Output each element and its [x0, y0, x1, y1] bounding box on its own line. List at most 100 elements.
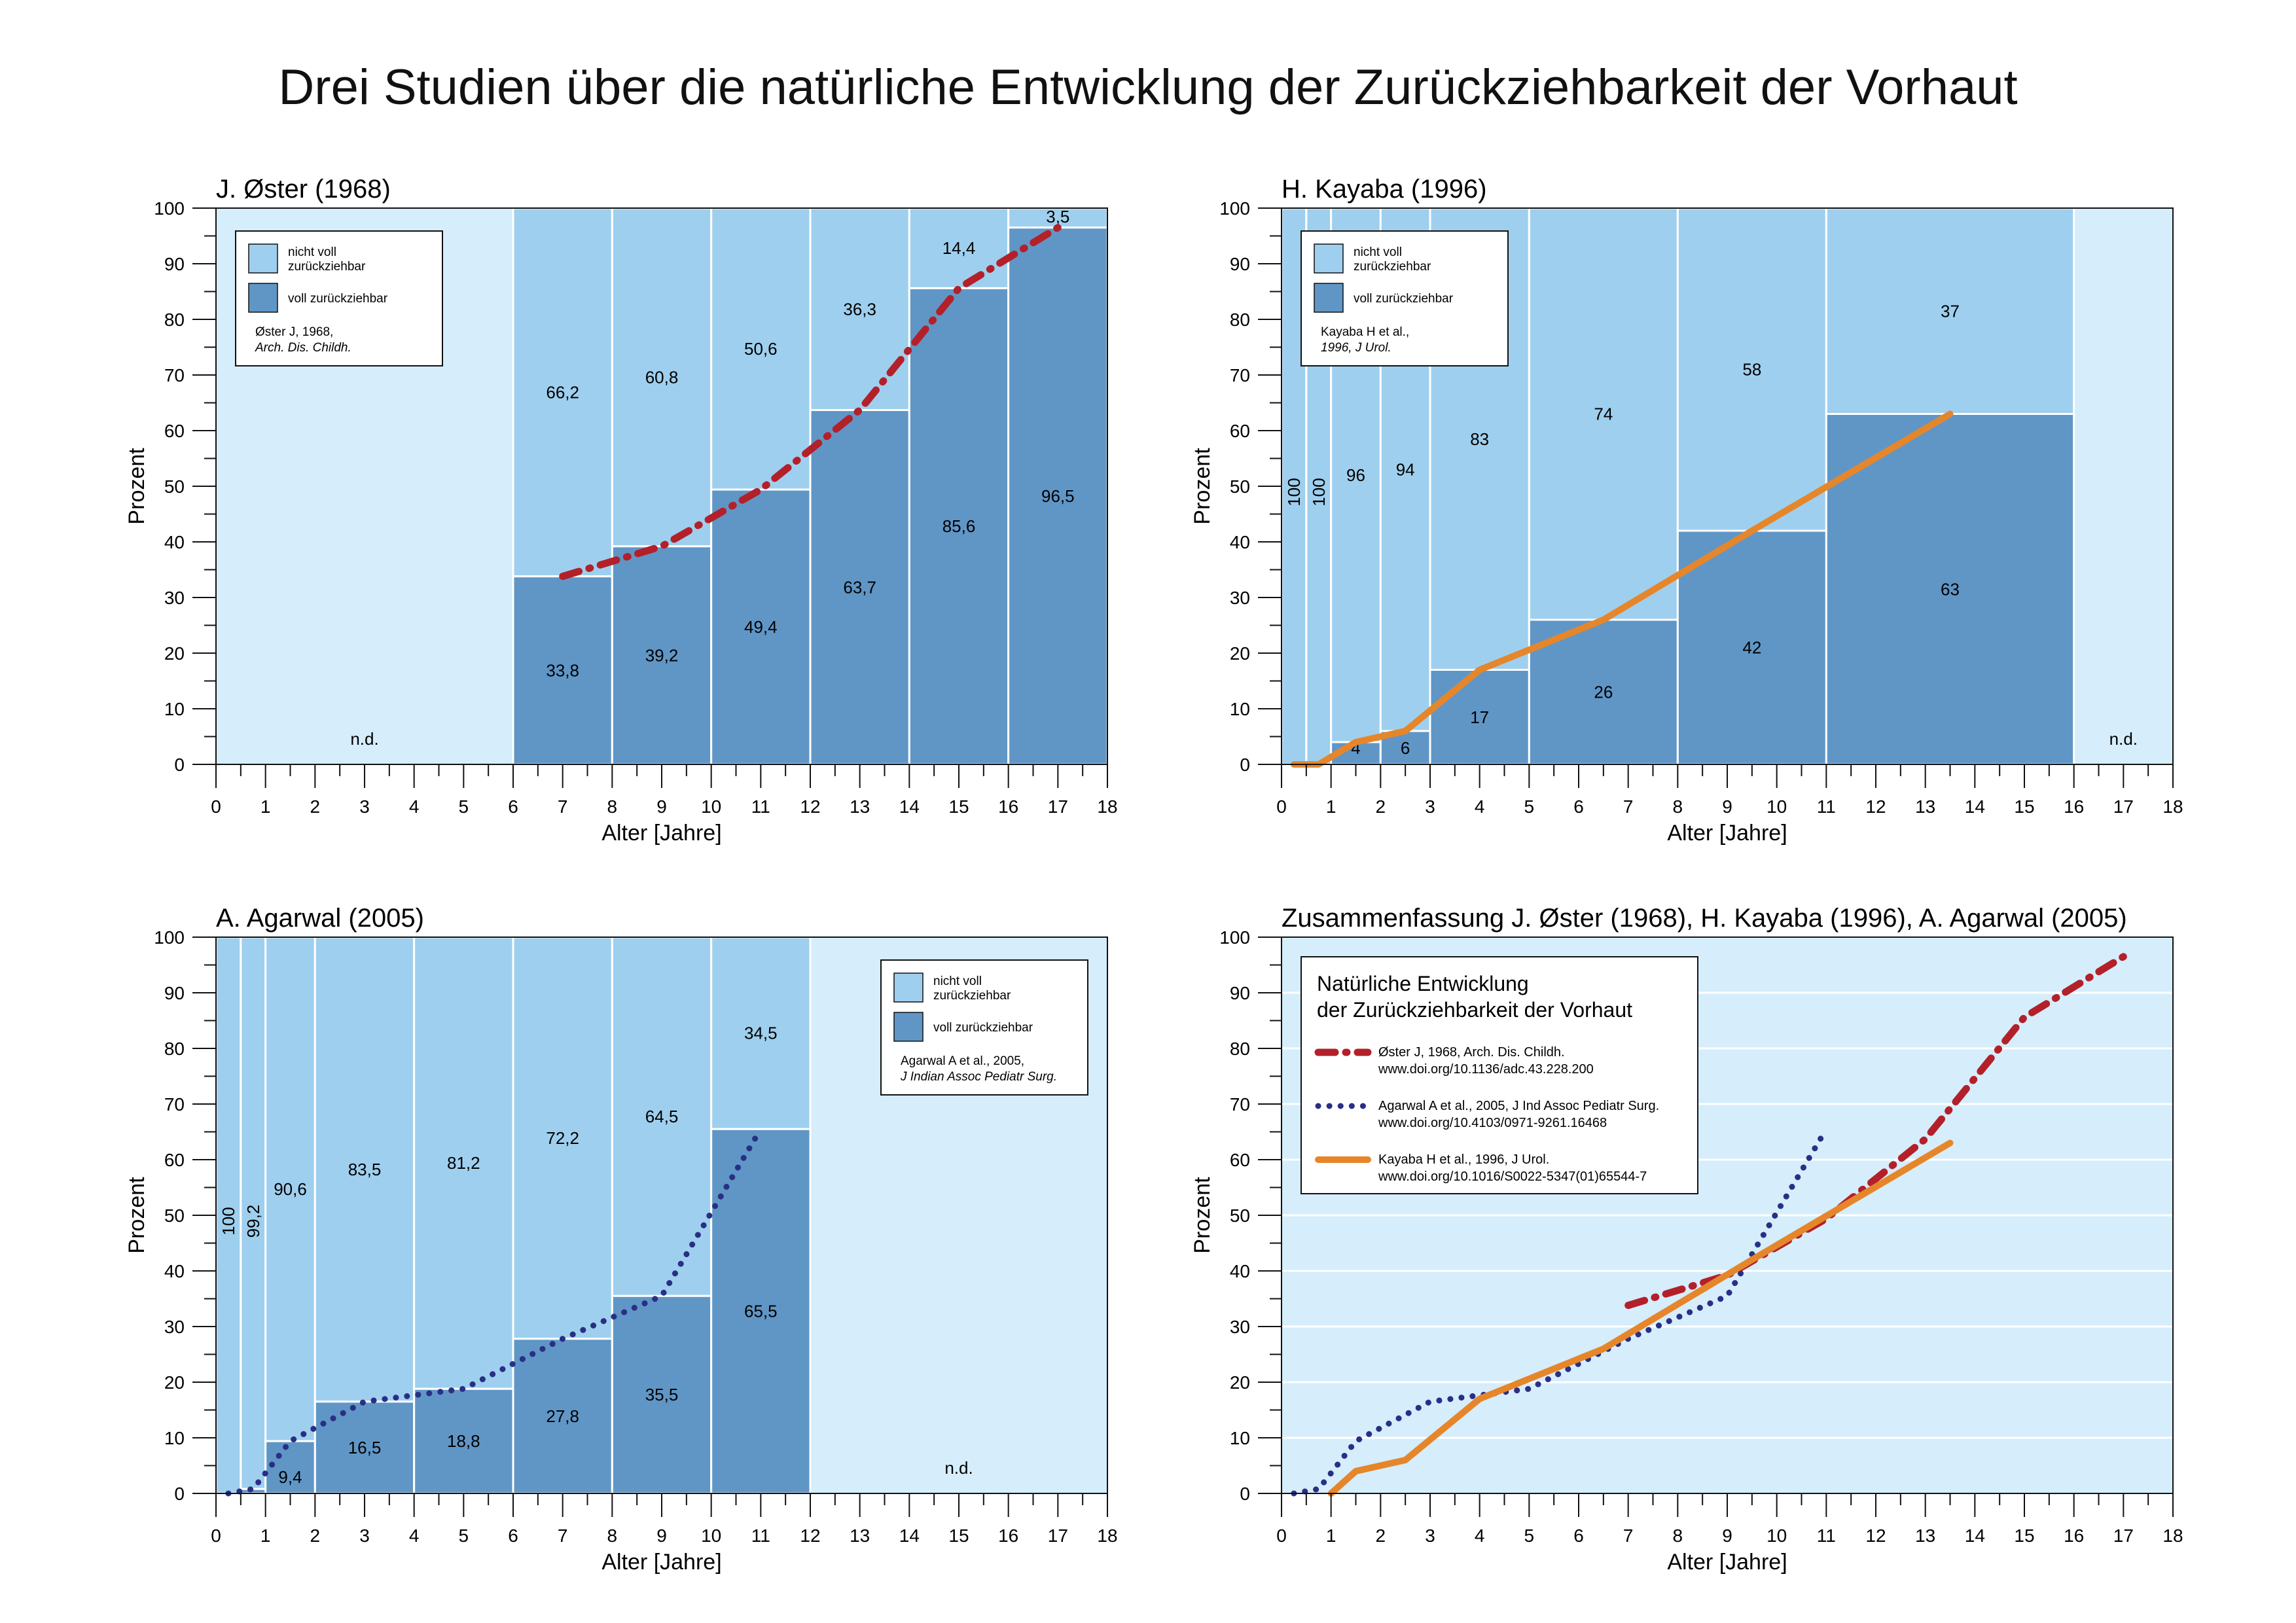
bar-label-retractable: 39,2 [645, 645, 679, 665]
x-tick-label: 18 [2162, 1525, 2183, 1546]
x-tick-label: 6 [508, 796, 518, 817]
legend-swatch-dark [248, 283, 278, 313]
legend-entry-doi: www.doi.org/10.1016/S0022-5347(01)65544-… [1378, 1169, 1647, 1184]
x-tick-label: 17 [2113, 796, 2134, 817]
y-tick-label: 0 [174, 1484, 185, 1504]
bar-label-retractable: 42 [1742, 638, 1761, 658]
x-tick-label: 7 [1623, 796, 1634, 817]
x-tick-label: 6 [1573, 796, 1584, 817]
x-axis-label: Alter [Jahre] [601, 1550, 721, 1575]
y-tick-label: 0 [1240, 1484, 1250, 1504]
bar-label-retractable: 96,5 [1041, 486, 1075, 506]
y-tick-label: 20 [1230, 643, 1250, 664]
x-tick-label: 5 [459, 1525, 469, 1546]
legend-source: 1996, J Urol. [1321, 341, 1391, 355]
x-tick-label: 13 [1915, 796, 1935, 817]
y-tick-label: 90 [1230, 983, 1250, 1003]
y-tick-label: 100 [1219, 927, 1250, 948]
bar-retractable [413, 1387, 514, 1495]
x-tick-label: 7 [558, 1525, 568, 1546]
x-axis-label: Alter [Jahre] [1667, 821, 1787, 846]
legend-label-light: zurückziehbar [288, 260, 366, 274]
y-axis-label: Prozent [124, 448, 149, 525]
legend-swatch-dark [893, 1012, 924, 1042]
bar-label-retractable: 33,8 [546, 660, 579, 680]
y-tick-label: 50 [164, 1205, 185, 1226]
y-tick-label: 80 [1230, 1039, 1250, 1059]
x-tick-label: 12 [1865, 1525, 1886, 1546]
y-tick-label: 50 [1230, 1205, 1250, 1226]
bar-label-not-retractable: 3,5 [1046, 207, 1069, 226]
legend-swatch-light [893, 972, 924, 1003]
series-line-agarwal [225, 1126, 764, 1497]
x-tick-label: 9 [656, 1525, 667, 1546]
bar-not-retractable [1825, 207, 2075, 415]
chart-panel-3: 100 99,290,69,483,516,581,218,872,227,864… [124, 904, 1118, 1575]
bar-not-retractable [1528, 207, 1679, 621]
bar-label-not-retractable: 100 [219, 1207, 238, 1235]
bar-label-retractable: 35,5 [645, 1385, 679, 1404]
y-tick-label: 80 [164, 1039, 185, 1059]
legend-label-dark: voll zurückziehbar [1354, 292, 1454, 306]
legend-source: Kayaba H et al., [1321, 325, 1409, 339]
bar-retractable [710, 1128, 812, 1495]
x-tick-label: 10 [701, 1525, 721, 1546]
legend-box [1300, 956, 1698, 1194]
bar-label-not-retractable: 50,6 [744, 339, 778, 359]
x-tick-label: 11 [1817, 1525, 1836, 1546]
bar-label-retractable: 17 [1470, 707, 1489, 727]
x-tick-label: 2 [310, 1525, 321, 1546]
not-determined-label: n.d. [350, 729, 378, 749]
x-tick-label: 15 [948, 1525, 969, 1546]
x-tick-label: 7 [558, 796, 568, 817]
x-tick-label: 0 [211, 796, 221, 817]
x-axis-label: Alter [Jahre] [601, 821, 721, 846]
x-tick-label: 4 [1475, 796, 1485, 817]
y-tick-label: 10 [164, 699, 185, 719]
bar-label-not-retractable: 99,2 [243, 1205, 263, 1238]
legend: Natürliche Entwicklung der Zurückziehbark… [1300, 956, 1698, 1194]
y-tick-label: 100 [1219, 198, 1250, 219]
bar-label-retractable: 49,4 [744, 617, 778, 637]
y-tick-label: 50 [164, 476, 185, 497]
x-tick-label: 9 [1722, 796, 1732, 817]
legend-label-light: zurückziehbar [933, 989, 1011, 1003]
bar-label-retractable: 9,4 [278, 1467, 302, 1487]
y-tick-label: 30 [1230, 1317, 1250, 1337]
x-tick-label: 15 [2014, 1525, 2034, 1546]
x-tick-label: 9 [1722, 1525, 1732, 1546]
bar-label-not-retractable: 74 [1594, 404, 1613, 424]
bar-retractable [908, 287, 1010, 766]
x-tick-label: 11 [1817, 796, 1836, 817]
bar-label-not-retractable: 83 [1470, 429, 1489, 449]
x-tick-label: 18 [2162, 796, 2183, 817]
y-tick-label: 100 [154, 198, 185, 219]
x-tick-label: 14 [899, 1525, 920, 1546]
x-tick-label: 16 [2064, 796, 2084, 817]
x-tick-label: 10 [701, 796, 721, 817]
x-tick-label: 8 [607, 1525, 618, 1546]
bar-label-not-retractable: 64,5 [645, 1107, 679, 1126]
bar-label-retractable: 63,7 [843, 577, 876, 597]
y-tick-label: 10 [1230, 699, 1250, 719]
x-tick-label: 4 [1475, 1525, 1485, 1546]
bar-label-not-retractable: 58 [1742, 360, 1761, 380]
y-tick-label: 20 [1230, 1372, 1250, 1393]
chart-panel-2: 100 1009649468317742658423763n.d.01020304… [1190, 175, 2183, 846]
x-tick-label: 7 [1623, 1525, 1634, 1546]
chart-panel-1: 66,2 33,8 60,8 39,2 50,6 49,4 36,3 63,7 14,4 85,6… [124, 175, 1118, 846]
x-tick-label: 10 [1767, 1525, 1787, 1546]
bar-label-retractable: 18,8 [447, 1431, 480, 1451]
bar-retractable [264, 1440, 316, 1495]
x-tick-label: 16 [998, 1525, 1018, 1546]
x-tick-label: 12 [1865, 796, 1886, 817]
y-tick-label: 90 [164, 254, 185, 274]
x-tick-label: 0 [211, 1525, 221, 1546]
bar-label-retractable: 26 [1594, 683, 1613, 702]
legend-source: Arch. Dis. Childh. [255, 341, 351, 355]
x-tick-label: 8 [1673, 796, 1683, 817]
